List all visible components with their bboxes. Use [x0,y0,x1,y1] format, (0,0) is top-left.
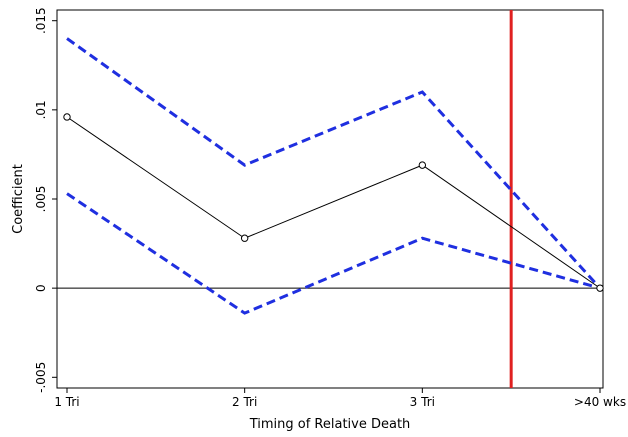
y-axis-label: Coefficient [11,164,26,234]
series-layer [66,37,602,315]
y-tick-label: 0 [34,284,48,292]
data-point-marker [240,234,249,242]
series-line-estimate [66,116,601,289]
data-point-marker [596,284,604,292]
x-axis: 1 Tri 2 Tri 3 Tri >40 wks [54,388,626,409]
x-tick-label: 2 Tri [232,395,257,409]
series-line-lower-ci [66,192,601,315]
data-point-marker [63,113,71,121]
y-tick-label: -.005 [34,362,48,393]
y-tick-label: .005 [34,186,48,213]
marker-layer [63,113,604,292]
x-tick-label: >40 wks [574,395,626,409]
data-point-marker [418,161,427,169]
x-tick-label: 3 Tri [410,395,435,409]
plot-area [56,9,604,389]
reference-lines [57,10,603,388]
series-line-upper-ci [66,37,602,290]
y-tick-label: .01 [34,100,48,119]
x-axis-label: Timing of Relative Death [249,417,411,432]
x-tick-label: 1 Tri [54,395,79,409]
y-tick-label: .015 [34,7,48,34]
y-axis: -.005 0 .005 .01 .015 [34,7,57,393]
